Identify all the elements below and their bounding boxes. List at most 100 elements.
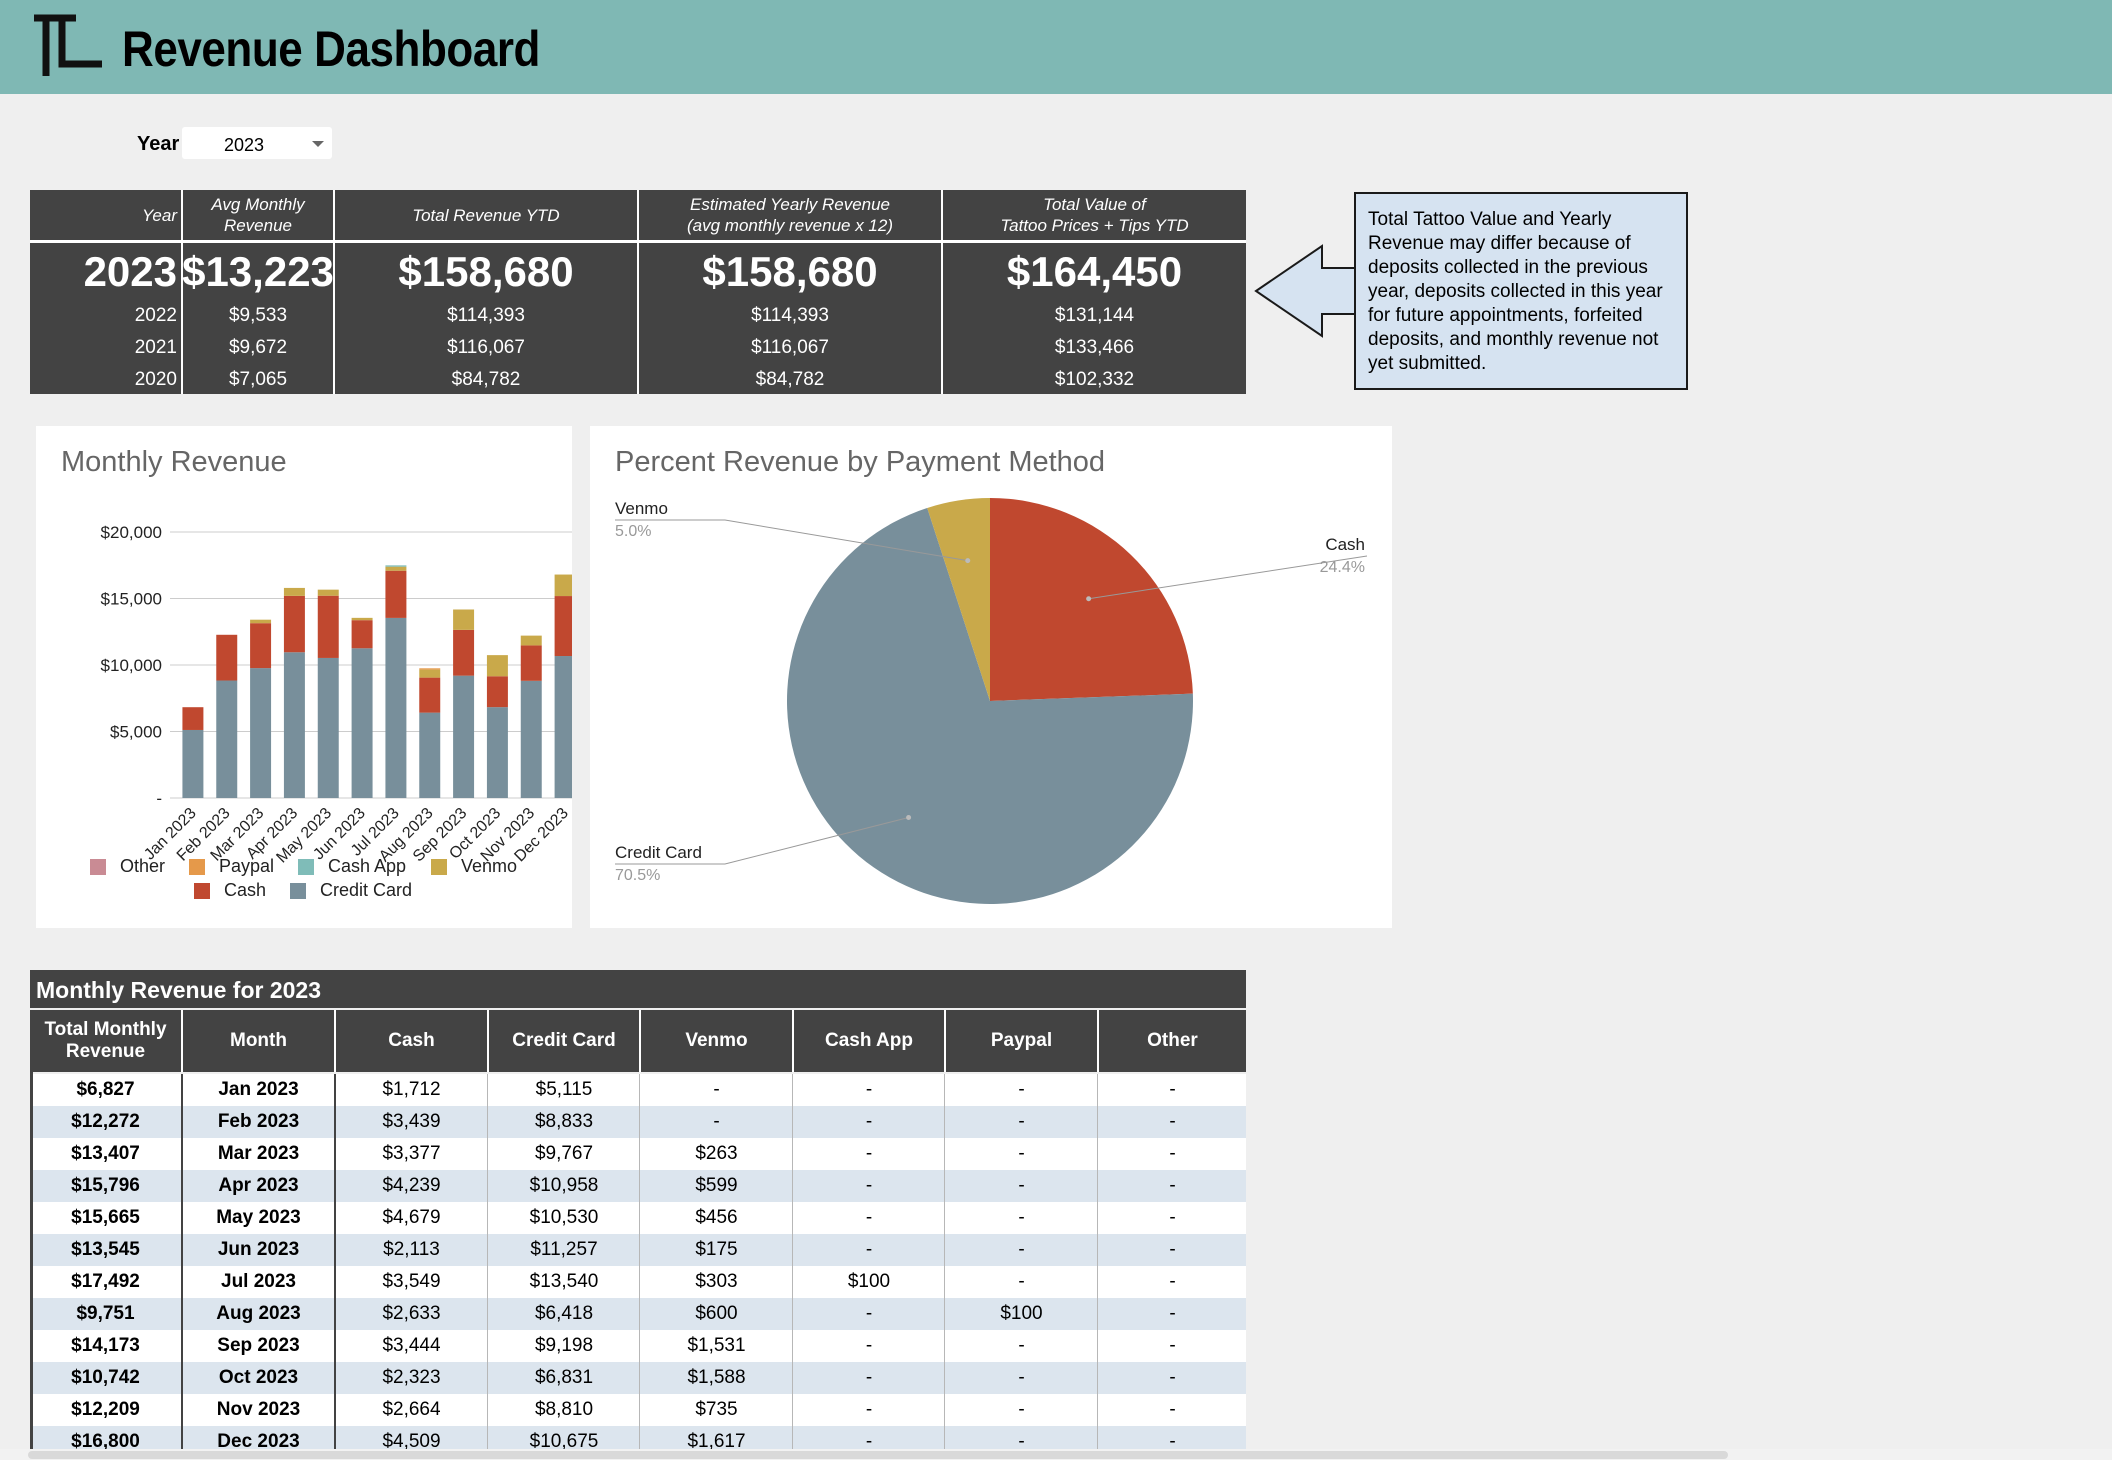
cell-month: Oct 2023 [218, 1367, 299, 1388]
cell-paypal: - [1018, 1111, 1025, 1132]
cell-cash-app: - [865, 1207, 873, 1228]
cell-venmo: $175 [695, 1239, 738, 1260]
cell-paypal: - [1018, 1239, 1025, 1260]
cell-cash: $4,239 [382, 1175, 441, 1196]
bar-credit-card [520, 680, 542, 798]
cell-total: $15,796 [71, 1175, 140, 1196]
cell-cash-app: $100 [847, 1271, 891, 1292]
cell-venmo: $599 [695, 1175, 738, 1196]
cell-venmo: - [713, 1111, 720, 1132]
col-header-cash: Cash [388, 1030, 435, 1051]
bar-venmo [351, 617, 373, 621]
cell-divider [334, 1202, 336, 1234]
summary-year-2020: 2020 [134, 369, 177, 390]
cell-credit-card: $13,540 [529, 1271, 599, 1292]
cell-divider [944, 1106, 945, 1138]
cell-other: - [1169, 1143, 1176, 1164]
cell-divider [792, 1074, 793, 1106]
cell-divider [334, 1362, 336, 1394]
bar-credit-card [317, 657, 339, 798]
cell-cash: $2,664 [382, 1399, 441, 1420]
cell-divider [334, 1074, 336, 1106]
cell-divider [487, 1202, 488, 1234]
summary-est-2022: $114,393 [751, 305, 829, 326]
summary-table: Year 2023 2022 2021 2020 Avg Monthly Reve… [30, 190, 1246, 394]
cell-month: Jul 2023 [221, 1271, 296, 1292]
cell-divider [487, 1266, 488, 1298]
cell-divider [639, 1138, 640, 1170]
cell-month: Dec 2023 [217, 1431, 300, 1452]
y-tick-label: - [156, 789, 162, 808]
cell-cash-app: - [865, 1399, 873, 1420]
summary-tattoo-2022: $131,144 [1054, 305, 1135, 326]
pie-leader-dot [906, 814, 912, 820]
legend-item-credit-card: Credit Card [290, 880, 412, 901]
cell-month: Apr 2023 [218, 1175, 299, 1196]
bar-cash [453, 629, 475, 676]
bar-cash-app [385, 565, 407, 567]
bar-cash [351, 620, 373, 649]
summary-header-tattoo: Total Value of Tattoo Prices + Tips YTD [1000, 195, 1189, 235]
summary-col-estimated: Estimated Yearly Revenue (avg monthly rev… [639, 190, 941, 394]
pie-label-percent: 5.0% [615, 523, 651, 540]
summary-ytd-2022: $114,393 [447, 305, 525, 326]
summary-current-estimated: $158,680 [702, 248, 878, 295]
bar-credit-card [385, 617, 407, 798]
pie-leader-line [1088, 555, 1368, 600]
table-row: $12,272 Feb 2023 $3,439 $8,833 - - - - [30, 1106, 1246, 1138]
y-tick-label: $20,000 [101, 523, 162, 542]
table-left-border [30, 1072, 33, 1460]
cell-cash: $2,113 [383, 1239, 440, 1260]
scrollbar-thumb[interactable] [28, 1451, 1728, 1459]
summary-avg-2022: $9,533 [228, 305, 288, 326]
cell-venmo: $263 [695, 1143, 738, 1164]
summary-current-avg: $13,223 [182, 248, 334, 295]
cell-cash: $3,549 [382, 1271, 441, 1292]
cell-divider [1097, 1170, 1098, 1202]
bar-venmo [453, 609, 475, 630]
cell-divider [639, 1362, 640, 1394]
bar-venmo [520, 635, 542, 646]
header-divider [487, 1010, 489, 1072]
cell-divider [792, 1138, 793, 1170]
bar-credit-card [283, 652, 305, 798]
bar-venmo [419, 669, 441, 678]
monthly-revenue-bar-chart: $20,000$15,000$10,000$5,000-Jan 2023Feb … [101, 523, 572, 866]
y-tick-label: $5,000 [110, 723, 162, 742]
horizontal-scrollbar[interactable] [0, 1449, 2112, 1460]
cell-divider [792, 1266, 793, 1298]
table-row: $6,827 Jan 2023 $1,712 $5,115 - - - - [30, 1074, 1246, 1106]
bar-venmo [250, 619, 272, 624]
cell-credit-card: $5,115 [535, 1079, 593, 1100]
cell-divider [487, 1426, 488, 1458]
arrow-left-icon [1254, 244, 1357, 338]
bar-paypal [419, 668, 441, 670]
cell-divider [639, 1074, 640, 1106]
cell-divider [487, 1234, 488, 1266]
bar-credit-card [419, 712, 441, 798]
pie-leader-dot [965, 558, 971, 564]
cell-credit-card: $6,831 [534, 1367, 594, 1388]
cell-other: - [1169, 1335, 1176, 1356]
cell-divider [792, 1394, 793, 1426]
cell-other: - [1169, 1431, 1176, 1452]
cell-paypal: - [1018, 1207, 1025, 1228]
year-dropdown[interactable]: 2023 [182, 127, 332, 159]
monthly-revenue-chart-panel: Monthly Revenue $20,000 $15,000 $10,000 $5,… [36, 426, 572, 928]
cell-divider [334, 1330, 336, 1362]
cell-cash-app: - [865, 1239, 873, 1260]
pie-label-percent: 70.5% [615, 867, 660, 884]
summary-est-2020: $84,782 [755, 369, 825, 390]
cell-divider [1097, 1330, 1098, 1362]
cell-divider [944, 1394, 945, 1426]
bar-credit-card [351, 648, 373, 798]
summary-tattoo-2020: $102,332 [1054, 369, 1135, 390]
cell-divider [334, 1234, 336, 1266]
summary-current-tattoo: $164,450 [1006, 248, 1183, 295]
cell-other: - [1169, 1207, 1176, 1228]
summary-ytd-2020: $84,782 [451, 369, 521, 390]
chevron-down-icon [312, 141, 324, 147]
cell-credit-card: $9,767 [534, 1143, 594, 1164]
header-divider [181, 1010, 183, 1072]
monthly-table-header: Total Monthly Revenue Month Cash Credit C… [30, 1010, 1246, 1072]
